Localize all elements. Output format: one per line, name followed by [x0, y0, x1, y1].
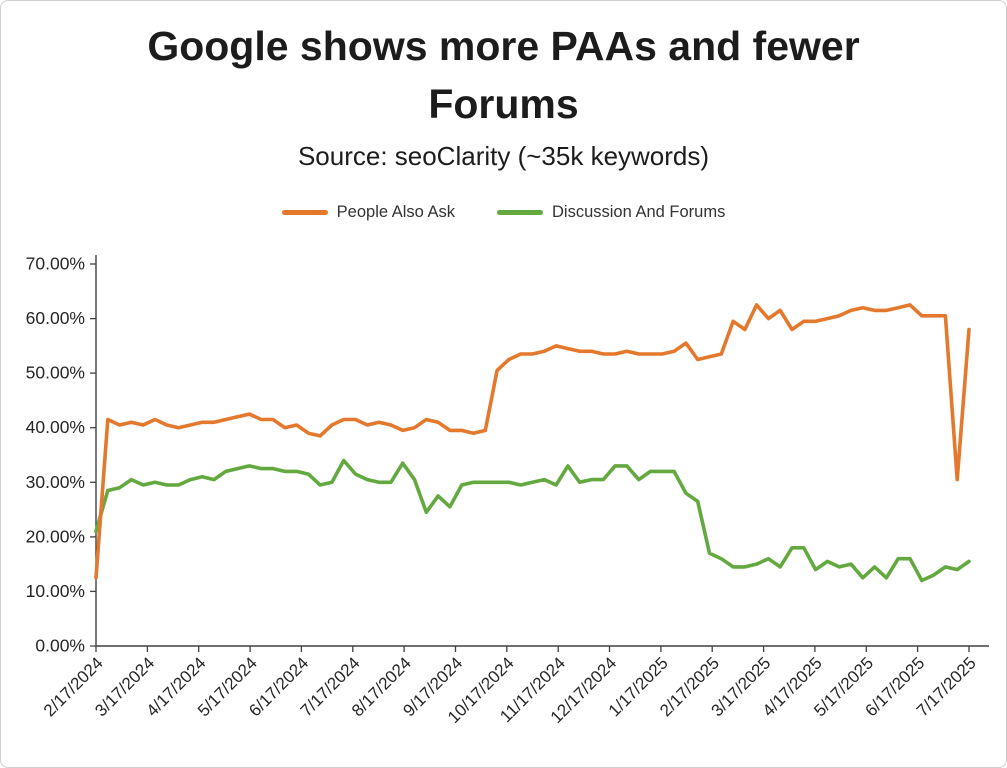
x-axis-labels: 2/17/20243/17/20244/17/20245/17/20246/17…	[40, 646, 980, 727]
svg-text:40.00%: 40.00%	[26, 417, 85, 437]
axes	[95, 255, 989, 647]
svg-text:20.00%: 20.00%	[26, 526, 85, 546]
chart-legend: People Also Ask Discussion And Forums	[1, 203, 1006, 222]
chart-title-line-1: Google shows more PAAs and fewer	[147, 23, 860, 69]
svg-text:30.00%: 30.00%	[26, 472, 85, 492]
legend-item-people-also-ask: People Also Ask	[281, 203, 455, 222]
svg-text:60.00%: 60.00%	[26, 308, 85, 328]
svg-text:0.00%: 0.00%	[35, 636, 85, 656]
series-line-people-also-ask	[94, 303, 971, 580]
legend-swatch-green-line-icon	[497, 210, 543, 215]
chart-subtitle: Source: seoClarity (~35k keywords)	[297, 141, 710, 171]
svg-text:10.00%: 10.00%	[26, 581, 85, 601]
svg-text:50.00%: 50.00%	[26, 363, 85, 383]
line-chart-plot: 70.00% 60.00% 50.00% 40.00% 30.00% 20.00% 10.0…	[26, 254, 989, 727]
legend-item-discussion-and-forums: Discussion And Forums	[497, 203, 725, 222]
svg-text:70.00%: 70.00%	[26, 254, 85, 274]
series-line-discussion-and-forums	[94, 458, 971, 583]
y-axis-labels: 70.00% 60.00% 50.00% 40.00% 30.00% 20.00% 10.0…	[26, 254, 96, 656]
legend-label-people-also-ask: People Also Ask	[336, 203, 455, 221]
legend-swatch-orange-line-icon	[281, 210, 328, 215]
legend-label-discussion-and-forums: Discussion And Forums	[552, 203, 726, 221]
chart-title-line-2: Forums	[428, 81, 579, 127]
